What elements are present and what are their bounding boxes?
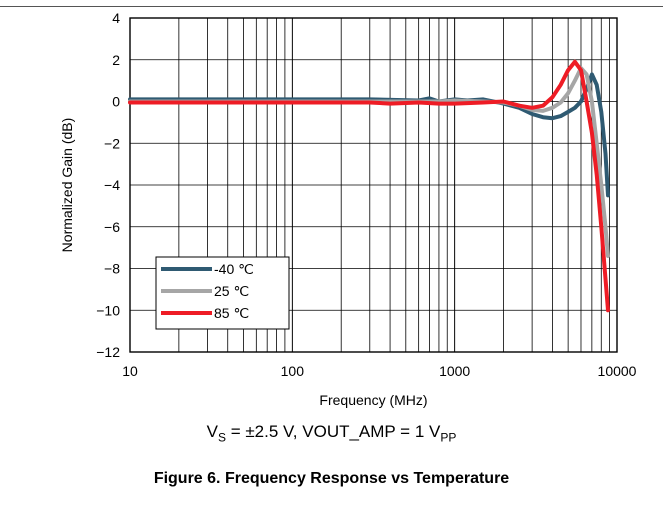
y-tick-label: 4 <box>112 10 120 26</box>
series-line-25 <box>128 66 610 258</box>
x-tick-label: 1000 <box>439 363 470 379</box>
x-tick-label: 10000 <box>598 363 637 379</box>
y-tick-label: −2 <box>104 135 120 151</box>
x-tick-label: 100 <box>281 363 305 379</box>
y-tick-label: −4 <box>104 177 120 193</box>
tick-labels: 10 100 1000 10000 4 2 0 −2 −4 −6 −8 −10 −12 <box>96 10 636 379</box>
series-lines <box>128 59 610 313</box>
series-line-85 <box>128 59 610 313</box>
conditions-sub-s: S <box>217 430 226 445</box>
y-tick-label: −6 <box>104 219 120 235</box>
frequency-response-chart: 10 100 1000 10000 4 2 0 −2 −4 −6 −8 −10 −12 -40 ℃ 25 … <box>59 10 637 408</box>
conditions-sub-pp: PP <box>440 430 457 445</box>
x-axis-label: Frequency (MHz) <box>319 392 427 408</box>
figure-title: Figure 6. Frequency Response vs Temperat… <box>153 470 510 487</box>
legend-label: 85 ℃ <box>214 305 249 321</box>
conditions-prefix: V <box>206 422 218 441</box>
conditions-main: = ±2.5 V, VOUT_AMP = 1 V <box>225 422 441 441</box>
x-tick-label: 10 <box>122 363 138 379</box>
y-tick-label: −8 <box>104 261 120 277</box>
y-tick-label: −12 <box>96 344 120 360</box>
y-tick-label: 2 <box>112 52 120 68</box>
plot-frame <box>129 17 618 353</box>
test-conditions: VS = ±2.5 V, VOUT_AMP = 1 VPP <box>0 422 663 444</box>
legend-label: -40 ℃ <box>214 261 254 277</box>
legend-label: 25 ℃ <box>214 283 249 299</box>
y-tick-label: 0 <box>112 94 120 110</box>
legend: -40 ℃ 25 ℃ 85 ℃ <box>155 256 290 330</box>
y-axis-label: Normalized Gain (dB) <box>59 118 75 253</box>
series-line-minus-40 <box>128 72 610 198</box>
y-tick-label: −10 <box>96 302 120 318</box>
top-rule <box>0 6 663 7</box>
